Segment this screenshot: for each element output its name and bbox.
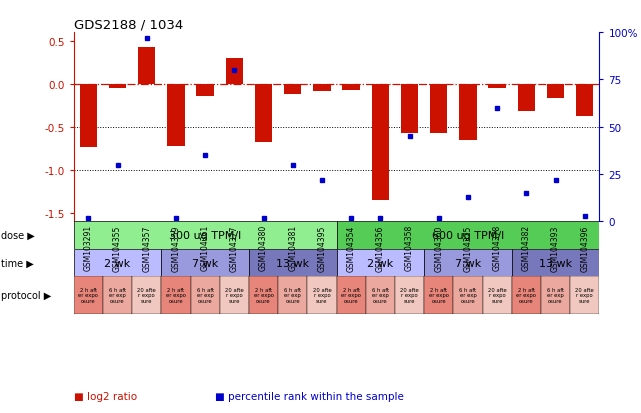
- Bar: [483, 277, 512, 314]
- Bar: [337, 222, 599, 249]
- Text: GSM104357: GSM104357: [142, 225, 151, 271]
- Text: 6 h aft
er exp
osure: 6 h aft er exp osure: [460, 287, 476, 304]
- Bar: [401, 85, 419, 133]
- Bar: [372, 85, 389, 200]
- Bar: [512, 277, 541, 314]
- Bar: [254, 85, 272, 143]
- Text: 2 h aft
er expo
osure: 2 h aft er expo osure: [341, 287, 361, 304]
- Text: 2 h aft
er expo
osure: 2 h aft er expo osure: [166, 287, 186, 304]
- Text: GSM104375: GSM104375: [463, 225, 472, 271]
- Bar: [167, 85, 185, 146]
- Text: 20 afte
r expo
sure: 20 afte r expo sure: [488, 287, 506, 304]
- Text: 6 h aft
er exp
osure: 6 h aft er exp osure: [197, 287, 213, 304]
- Text: dose ▶: dose ▶: [1, 230, 35, 241]
- Bar: [103, 277, 132, 314]
- Text: GSM104358: GSM104358: [405, 225, 414, 271]
- Bar: [190, 277, 220, 314]
- Text: 20 afte
r expo
sure: 20 afte r expo sure: [137, 287, 156, 304]
- Text: time ▶: time ▶: [1, 258, 34, 268]
- Bar: [459, 85, 477, 140]
- Text: GSM104360: GSM104360: [434, 225, 443, 271]
- Bar: [576, 85, 594, 117]
- Text: GSM104380: GSM104380: [259, 225, 268, 271]
- Text: 2 h aft
er expo
osure: 2 h aft er expo osure: [429, 287, 449, 304]
- Text: GSM104395: GSM104395: [317, 225, 326, 271]
- Text: 20 afte
r expo
sure: 20 afte r expo sure: [576, 287, 594, 304]
- Bar: [196, 85, 214, 97]
- Bar: [517, 85, 535, 112]
- Bar: [424, 277, 453, 314]
- Text: GSM104355: GSM104355: [113, 225, 122, 271]
- Text: GSM104396: GSM104396: [580, 225, 589, 271]
- Bar: [453, 277, 483, 314]
- Bar: [74, 222, 337, 249]
- Bar: [249, 249, 337, 277]
- Bar: [512, 249, 599, 277]
- Text: GSM104356: GSM104356: [376, 225, 385, 271]
- Bar: [342, 85, 360, 90]
- Bar: [570, 277, 599, 314]
- Bar: [337, 277, 366, 314]
- Text: 2 wk: 2 wk: [104, 258, 131, 268]
- Bar: [424, 249, 512, 277]
- Bar: [220, 277, 249, 314]
- Text: GSM104359: GSM104359: [171, 225, 180, 271]
- Text: 600 ug TPM/l: 600 ug TPM/l: [432, 230, 504, 241]
- Text: GSM104382: GSM104382: [522, 225, 531, 271]
- Text: 2 h aft
er expo
osure: 2 h aft er expo osure: [517, 287, 537, 304]
- Bar: [337, 249, 424, 277]
- Bar: [284, 85, 301, 95]
- Text: 20 afte
r expo
sure: 20 afte r expo sure: [225, 287, 244, 304]
- Bar: [430, 85, 447, 133]
- Text: ■ log2 ratio: ■ log2 ratio: [74, 392, 137, 401]
- Bar: [74, 277, 103, 314]
- Text: 7 wk: 7 wk: [455, 258, 481, 268]
- Text: 2 wk: 2 wk: [367, 258, 394, 268]
- Text: 6 h aft
er exp
osure: 6 h aft er exp osure: [109, 287, 126, 304]
- Text: GSM104361: GSM104361: [201, 225, 210, 271]
- Text: 13 wk: 13 wk: [539, 258, 572, 268]
- Bar: [488, 85, 506, 89]
- Text: GSM104354: GSM104354: [347, 225, 356, 271]
- Bar: [547, 85, 564, 99]
- Text: GSM104378: GSM104378: [493, 225, 502, 271]
- Text: 2 h aft
er expo
osure: 2 h aft er expo osure: [254, 287, 274, 304]
- Text: 6 h aft
er exp
osure: 6 h aft er exp osure: [372, 287, 389, 304]
- Text: 300 ug TPM/l: 300 ug TPM/l: [169, 230, 241, 241]
- Bar: [138, 47, 156, 85]
- Bar: [79, 85, 97, 147]
- Bar: [249, 277, 278, 314]
- Text: GSM103291: GSM103291: [84, 225, 93, 271]
- Bar: [395, 277, 424, 314]
- Text: protocol ▶: protocol ▶: [1, 290, 51, 300]
- Bar: [162, 277, 190, 314]
- Text: 6 h aft
er exp
osure: 6 h aft er exp osure: [284, 287, 301, 304]
- Text: 6 h aft
er exp
osure: 6 h aft er exp osure: [547, 287, 564, 304]
- Bar: [109, 85, 126, 89]
- Text: GSM104381: GSM104381: [288, 225, 297, 271]
- Bar: [366, 277, 395, 314]
- Text: GDS2188 / 1034: GDS2188 / 1034: [74, 19, 183, 32]
- Bar: [307, 277, 337, 314]
- Text: ■ percentile rank within the sample: ■ percentile rank within the sample: [215, 392, 404, 401]
- Text: GSM104377: GSM104377: [230, 225, 239, 271]
- Text: 20 afte
r expo
sure: 20 afte r expo sure: [313, 287, 331, 304]
- Text: 2 h aft
er expo
osure: 2 h aft er expo osure: [78, 287, 98, 304]
- Text: GSM104393: GSM104393: [551, 225, 560, 271]
- Bar: [313, 85, 331, 91]
- Bar: [226, 59, 243, 85]
- Text: 7 wk: 7 wk: [192, 258, 218, 268]
- Bar: [541, 277, 570, 314]
- Bar: [132, 277, 162, 314]
- Text: 13 wk: 13 wk: [276, 258, 310, 268]
- Bar: [162, 249, 249, 277]
- Bar: [74, 249, 162, 277]
- Text: 20 afte
r expo
sure: 20 afte r expo sure: [400, 287, 419, 304]
- Bar: [278, 277, 307, 314]
